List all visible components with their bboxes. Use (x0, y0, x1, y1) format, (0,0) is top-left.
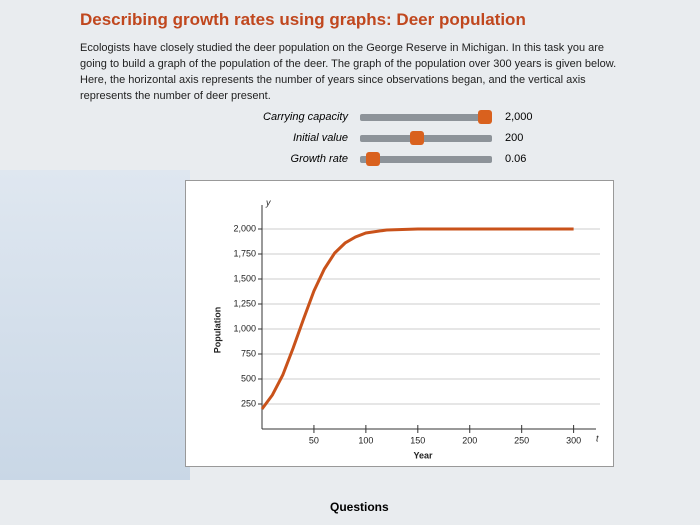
slider-thumb[interactable] (478, 110, 492, 124)
slider[interactable] (360, 152, 492, 166)
slider-value: 200 (505, 132, 524, 144)
x-tick-label: 100 (358, 435, 373, 445)
slider-label: Initial value (292, 132, 348, 144)
x-tick-label: 250 (514, 435, 529, 445)
y-axis-label: Population (212, 307, 222, 354)
y-tick-label: 250 (241, 398, 256, 408)
y-tick-label: 1,250 (233, 298, 256, 308)
y-tick-label: 1,500 (233, 273, 256, 283)
deer-illustration (0, 170, 190, 480)
y-tick-label: 500 (241, 373, 256, 383)
slider-row: Growth rate 0.06 (200, 150, 560, 170)
slider[interactable] (360, 131, 492, 145)
slider-label: Growth rate (290, 153, 348, 165)
y-tick-label: 2,000 (233, 223, 256, 233)
y-tick-label: 1,750 (233, 248, 256, 258)
slider-row: Initial value 200 (200, 129, 560, 149)
x-axis-letter: t (596, 433, 599, 443)
x-tick-label: 300 (566, 435, 581, 445)
slider-thumb[interactable] (410, 131, 424, 145)
slider[interactable] (360, 110, 492, 124)
y-tick-label: 1,000 (233, 323, 256, 333)
slider-thumb[interactable] (366, 152, 380, 166)
slider-value: 0.06 (505, 153, 527, 165)
intro: Ecologists have closely studied the deer… (80, 42, 617, 102)
y-tick-label: 750 (241, 348, 256, 358)
x-tick-label: 150 (410, 435, 425, 445)
slider-label: Carrying capacity (263, 111, 348, 123)
data-line (260, 227, 574, 410)
questions-link[interactable]: Questions (330, 500, 389, 514)
slider-row: Carrying capacity 2,000 (200, 108, 560, 128)
x-tick-label: 50 (309, 435, 319, 445)
y-axis-letter: y (265, 197, 271, 207)
x-axis-label: Year (413, 450, 433, 460)
title: Describing growth rates using graphs: De… (80, 10, 526, 29)
slider-value: 2,000 (505, 111, 533, 123)
x-tick-label: 200 (462, 435, 477, 445)
